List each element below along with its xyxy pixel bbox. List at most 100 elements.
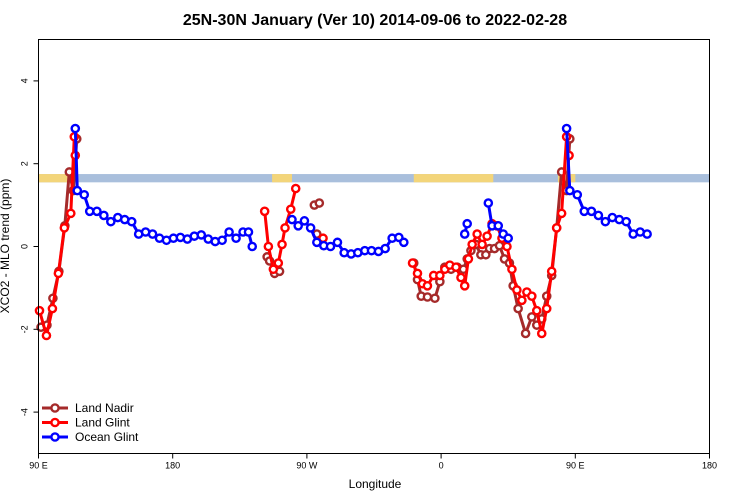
y-axis-label: XCO2 - MLO trend (ppm): [0, 179, 12, 314]
series-1-point: [273, 258, 284, 268]
landmask-strip: [38, 174, 710, 183]
series-1-point: [546, 266, 557, 277]
series-1-point: [407, 258, 418, 268]
series-1-point: [472, 229, 482, 239]
series-2-point: [305, 223, 316, 233]
series-1-point: [463, 254, 474, 264]
series-2-point: [106, 216, 116, 227]
series-1-point: [531, 305, 542, 316]
series-2-point: [325, 241, 336, 252]
series-2-point: [462, 218, 472, 229]
plot-frame: [38, 39, 710, 454]
series-0: [36, 134, 575, 339]
series-1-point: [47, 303, 58, 314]
series-1-point: [422, 281, 433, 291]
series-1-point: [541, 303, 552, 314]
x-tick-label: 180: [165, 461, 180, 471]
series-1-point: [502, 241, 512, 252]
series-1-point: [556, 208, 567, 219]
series-2-point: [217, 235, 227, 246]
series-1-point: [280, 223, 290, 233]
landmask-land-0: [38, 174, 74, 183]
series-2: [70, 123, 652, 259]
y-tick-label: -2: [20, 325, 30, 333]
series-1-point: [59, 223, 70, 233]
landmask-land-1: [272, 174, 292, 183]
series-1-point: [285, 204, 296, 215]
series-1-point: [268, 264, 279, 275]
legend-label: Land Nadir: [75, 401, 134, 415]
series-2-point: [483, 198, 494, 208]
series-1-line-1: [263, 188, 298, 271]
series-1-point: [467, 239, 477, 250]
legend-swatch-marker: [50, 432, 60, 442]
series-2-point: [642, 229, 652, 239]
series-2-point: [399, 237, 409, 248]
series-1-point: [507, 264, 517, 275]
series-1-point: [41, 330, 52, 341]
series-1-point: [290, 183, 301, 194]
series-0-point: [422, 292, 433, 302]
series-1-point: [536, 328, 547, 339]
series-2-point: [380, 243, 390, 254]
series-2-point: [287, 214, 297, 225]
series-0-point: [520, 328, 531, 339]
series-2-point: [147, 229, 158, 239]
series-2-point: [493, 220, 504, 231]
series-2-point: [572, 189, 583, 200]
series-1-point: [477, 239, 487, 250]
series-1-point: [527, 291, 537, 301]
series-2-point: [72, 185, 83, 196]
series-2-point: [126, 216, 137, 227]
series-2-point: [224, 227, 234, 237]
series-2-point: [459, 229, 470, 239]
series-2-point: [70, 123, 81, 134]
series-2-point: [92, 206, 102, 217]
landmask-ocean: [38, 174, 710, 183]
series-2-point: [503, 233, 514, 244]
series-1: [34, 131, 574, 341]
series-2-point: [299, 216, 310, 226]
series-2-point: [231, 233, 241, 244]
series-1-point: [482, 231, 492, 241]
series-2-point: [565, 185, 575, 196]
y-tick-label: -4: [20, 408, 30, 416]
series-1-point: [412, 268, 423, 279]
series-2-point: [79, 189, 90, 200]
series-2-point: [586, 206, 597, 217]
legend-label: Land Glint: [75, 416, 130, 430]
y-axis: -4 -2 0 2 4: [20, 78, 39, 416]
series-1-line-0: [38, 135, 77, 337]
series-1-point: [277, 239, 287, 250]
x-tick-label: 0: [439, 461, 444, 471]
series-1-point: [517, 295, 527, 306]
legend-swatch-marker: [50, 403, 60, 413]
series-1-point: [451, 262, 461, 273]
x-axis: 90 E 180 90 W 0 90 E 180: [29, 453, 717, 471]
legend-item: Land Glint: [42, 416, 130, 430]
series-2-point: [247, 241, 258, 252]
legend-swatch-marker: [50, 417, 60, 428]
series-2-point: [621, 216, 632, 227]
x-tick-label: 90 E: [566, 461, 585, 471]
x-axis-label: Longitude: [349, 477, 402, 491]
landmask-land-2: [413, 174, 494, 183]
series-1-point: [435, 270, 445, 281]
legend-item: Ocean Glint: [42, 430, 139, 444]
series-1-point: [66, 208, 76, 219]
plot-area: [34, 123, 652, 341]
series-1-point: [459, 281, 470, 291]
x-tick-label: 180: [702, 461, 717, 471]
chart-title: 25N-30N January (Ver 10) 2014-09-06 to 2…: [183, 12, 567, 29]
series-2-point: [196, 230, 207, 240]
series-2-point: [293, 220, 304, 231]
legend-label: Ocean Glint: [75, 430, 139, 444]
x-tick-label: 90 E: [29, 461, 48, 471]
series-1-point: [512, 285, 522, 295]
series-2-point: [332, 237, 343, 248]
series-1-point: [456, 272, 466, 283]
series-2-point: [593, 210, 604, 221]
y-tick-label: 4: [20, 78, 30, 83]
